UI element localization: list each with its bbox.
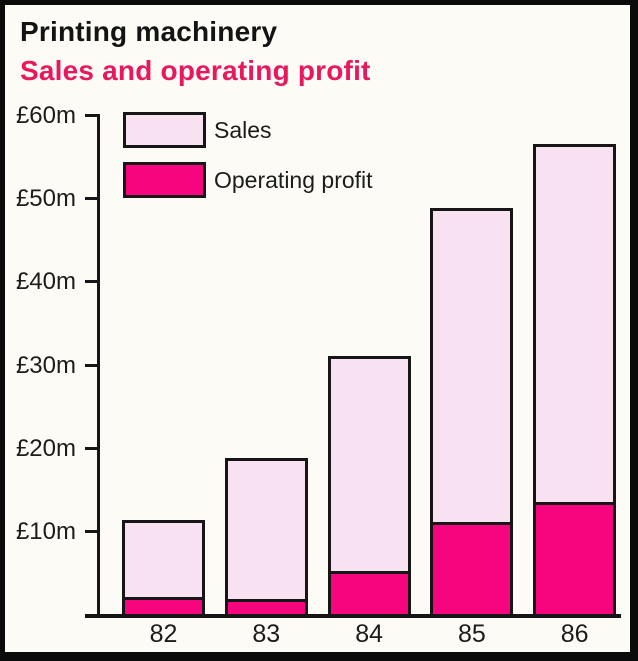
- x-axis-label-83: 83: [252, 620, 281, 648]
- x-axis-label-85: 85: [457, 620, 486, 648]
- y-tick-label: £60m: [15, 102, 76, 129]
- operating-profit-bar-82: [122, 597, 205, 617]
- y-tick-label: £30m: [15, 351, 76, 379]
- y-tick: [85, 280, 100, 284]
- y-tick-label: £10m: [15, 517, 76, 545]
- chart-title: Printing machinery: [20, 16, 278, 47]
- operating-profit-bar-84: [327, 570, 411, 617]
- operating-profit-bar-85: [430, 521, 514, 617]
- x-axis-label-84: 84: [355, 620, 383, 648]
- chart-subtitle: Sales and operating profit: [20, 55, 371, 86]
- y-tick: [85, 363, 100, 367]
- operating-profit-legend-swatch: [123, 162, 206, 198]
- sales-legend-swatch: [123, 112, 206, 148]
- y-tick: [85, 197, 100, 201]
- operating-profit-bar-83: [224, 599, 308, 617]
- y-tick-label: £20m: [15, 434, 76, 462]
- x-axis-label-82: 82: [149, 620, 178, 648]
- x-axis-label-86: 86: [560, 620, 589, 648]
- operating-profit-bar-86: [533, 501, 617, 617]
- sales-bar-83: [224, 458, 308, 617]
- y-tick-label: £40m: [15, 268, 76, 296]
- y-tick-label: £50m: [15, 185, 76, 213]
- operating-profit-legend-label: Operating profit: [214, 167, 373, 193]
- y-tick: [85, 446, 100, 450]
- y-tick: [85, 114, 100, 117]
- y-tick: [85, 529, 100, 533]
- sales-legend-label: Sales: [214, 117, 272, 143]
